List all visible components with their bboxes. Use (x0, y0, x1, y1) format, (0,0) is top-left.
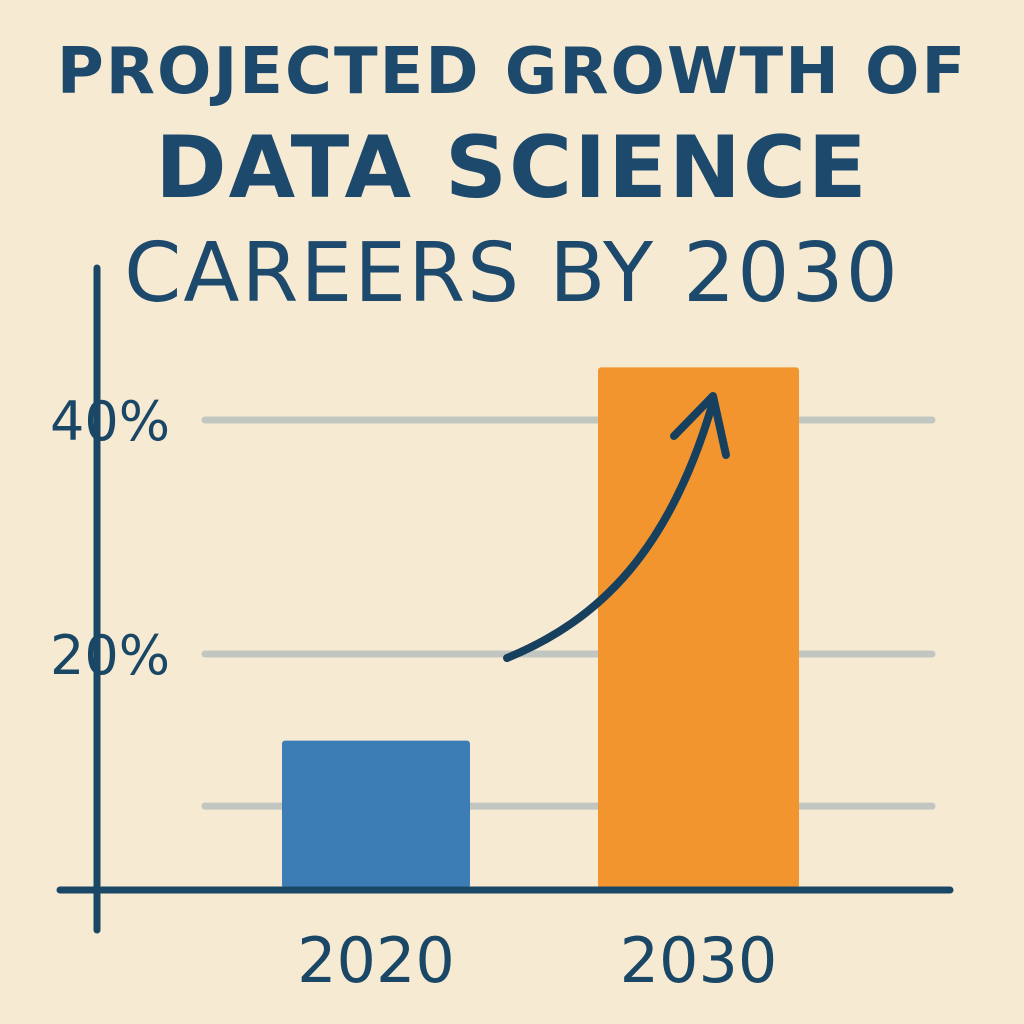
annotation (503, 392, 730, 662)
bar-2030 (598, 367, 799, 889)
x-category-label: 2030 (620, 924, 778, 997)
x-category-labels: 2020 2030 (297, 924, 777, 997)
chart-title-line-2: DATA SCIENCE (155, 118, 869, 218)
y-tick-label: 20% (50, 624, 170, 687)
bars (282, 367, 799, 889)
axes (56, 264, 954, 934)
y-tick-label: 40% (50, 390, 170, 453)
y-tick-labels: 20% 40% (50, 390, 170, 687)
upward-trend-arrow-icon (503, 398, 717, 662)
arrowhead-icon (670, 392, 730, 459)
bar-2020 (282, 740, 470, 888)
chart-title-line-1: PROJECTED GROWTH OF (56, 35, 968, 109)
x-category-label: 2020 (297, 924, 455, 997)
chart-title: PROJECTED GROWTH OF DATA SCIENCE CAREERS… (0, 30, 1024, 326)
chart-title-line-3: CAREERS BY 2030 (124, 226, 900, 321)
